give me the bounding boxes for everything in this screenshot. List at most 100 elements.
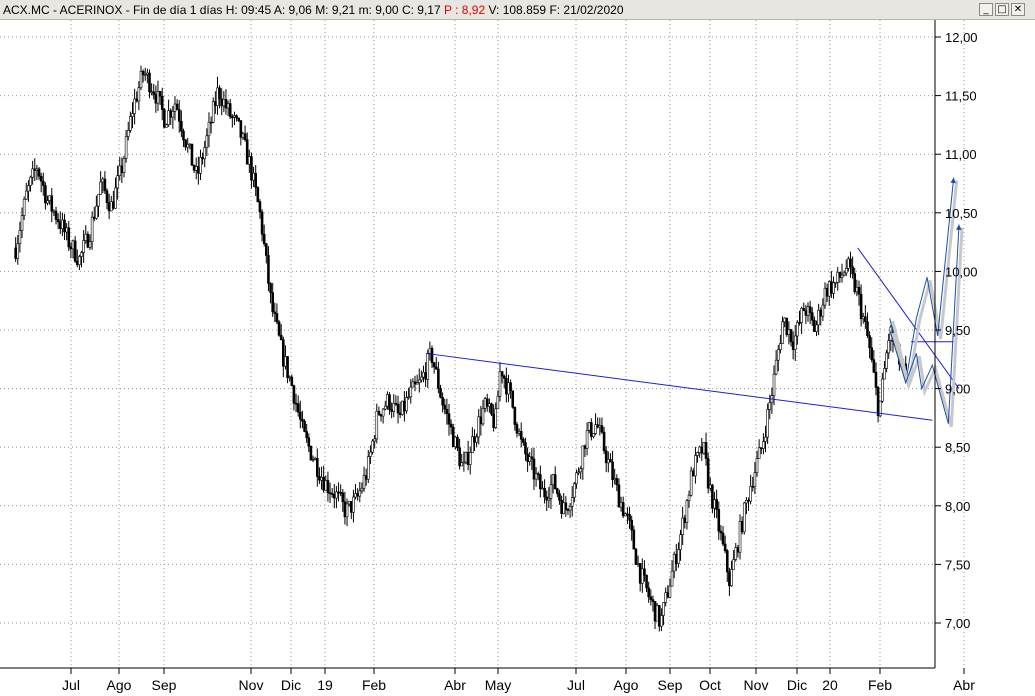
maximize-button[interactable]: □ [995, 3, 1009, 16]
candle-body [524, 442, 527, 455]
candle-body [141, 70, 145, 76]
y-tick-label: 12,00 [945, 30, 978, 45]
candle-body [243, 133, 247, 141]
candle-body [86, 233, 90, 248]
candle-body [496, 396, 500, 410]
candle-body [61, 219, 64, 229]
candle-body [570, 497, 574, 507]
candle-body [861, 316, 865, 320]
x-tick-label: Nov [744, 677, 769, 693]
candle-body [441, 397, 444, 406]
candle-body [39, 175, 43, 182]
candle-body [700, 446, 704, 454]
candle-body [352, 496, 355, 513]
candle-body [343, 501, 347, 518]
candle-body [48, 195, 51, 201]
candle-body [95, 205, 98, 219]
candle-body [186, 144, 190, 148]
candle-body [587, 422, 591, 431]
candle-body [857, 286, 861, 295]
candle-body [411, 381, 415, 388]
pointer-value: P : 8,92 [443, 3, 486, 17]
candle-body [473, 436, 476, 443]
candle-body [617, 484, 621, 508]
candle-body [647, 587, 650, 598]
candle-body [706, 458, 710, 489]
candle-body [44, 185, 47, 204]
candle-body [666, 592, 670, 598]
candle-body [679, 534, 682, 550]
candle-body [322, 477, 325, 491]
trendline [425, 352, 933, 421]
candle-body [103, 178, 107, 192]
candle-body [511, 390, 515, 408]
candle-body [643, 568, 646, 576]
candle-body [265, 243, 268, 256]
x-tick-label: Ago [107, 677, 132, 693]
candle-body [78, 256, 81, 266]
x-tick-label: Dic [787, 677, 807, 693]
x-tick-label: May [485, 677, 511, 693]
candle-body [126, 130, 130, 137]
candle-body [734, 547, 738, 560]
candle-body [171, 111, 175, 118]
candle-body [881, 378, 884, 402]
candle-body [868, 335, 871, 349]
candle-body [33, 168, 37, 171]
candle-body [400, 400, 404, 415]
candle-body [481, 407, 485, 425]
candle-body [793, 335, 797, 350]
candle-body [63, 219, 66, 233]
candle-body [347, 501, 351, 505]
candle-body [840, 274, 844, 278]
minimize-icon: _ [983, 4, 989, 15]
candle-body [214, 101, 217, 106]
candle-body [332, 494, 336, 499]
candle-body [177, 109, 181, 122]
candle-body [107, 202, 111, 212]
candle-body [702, 442, 706, 454]
candle-body [239, 120, 243, 138]
candle-body [740, 521, 744, 533]
candle-body [330, 493, 334, 495]
candle-body [383, 405, 387, 410]
candle-body [46, 200, 49, 204]
date-value: F: 21/02/2020 [549, 3, 624, 17]
candle-body [547, 497, 551, 501]
candle-body [779, 343, 782, 350]
candle-body [381, 408, 385, 417]
candle-body [114, 187, 117, 209]
close-button[interactable]: ✕ [1011, 3, 1025, 16]
candle-body [551, 474, 555, 485]
candle-body [211, 101, 215, 123]
candle-body [152, 91, 156, 95]
minimize-button[interactable]: _ [979, 3, 993, 16]
candle-body [409, 386, 413, 398]
candle-body [301, 418, 304, 422]
title-bar: ACX.MC - ACERINOX - Fin de día 1 días H:… [0, 0, 1035, 20]
candle-body [180, 120, 183, 132]
candle-body [725, 550, 729, 573]
candle-body [267, 255, 270, 284]
candle-body [817, 309, 820, 326]
candle-body [379, 414, 383, 417]
candle-body [303, 420, 306, 432]
candle-body [413, 381, 417, 385]
candle-body [774, 359, 778, 375]
candle-body [855, 286, 859, 293]
candle-body [256, 187, 260, 203]
period-label: Fin de día 1 días [133, 3, 223, 17]
candle-body [611, 461, 614, 481]
candle-body [630, 519, 633, 531]
candle-body [704, 442, 708, 459]
candle-body [500, 371, 504, 377]
candle-body [566, 509, 570, 511]
x-tick-label: Sep [658, 677, 683, 693]
candle-body [218, 87, 221, 100]
candle-body [252, 172, 255, 181]
candle-body [885, 352, 888, 369]
candle-body [133, 98, 136, 114]
candle-body [577, 471, 580, 474]
candle-body [483, 398, 487, 409]
candle-body [118, 165, 122, 176]
